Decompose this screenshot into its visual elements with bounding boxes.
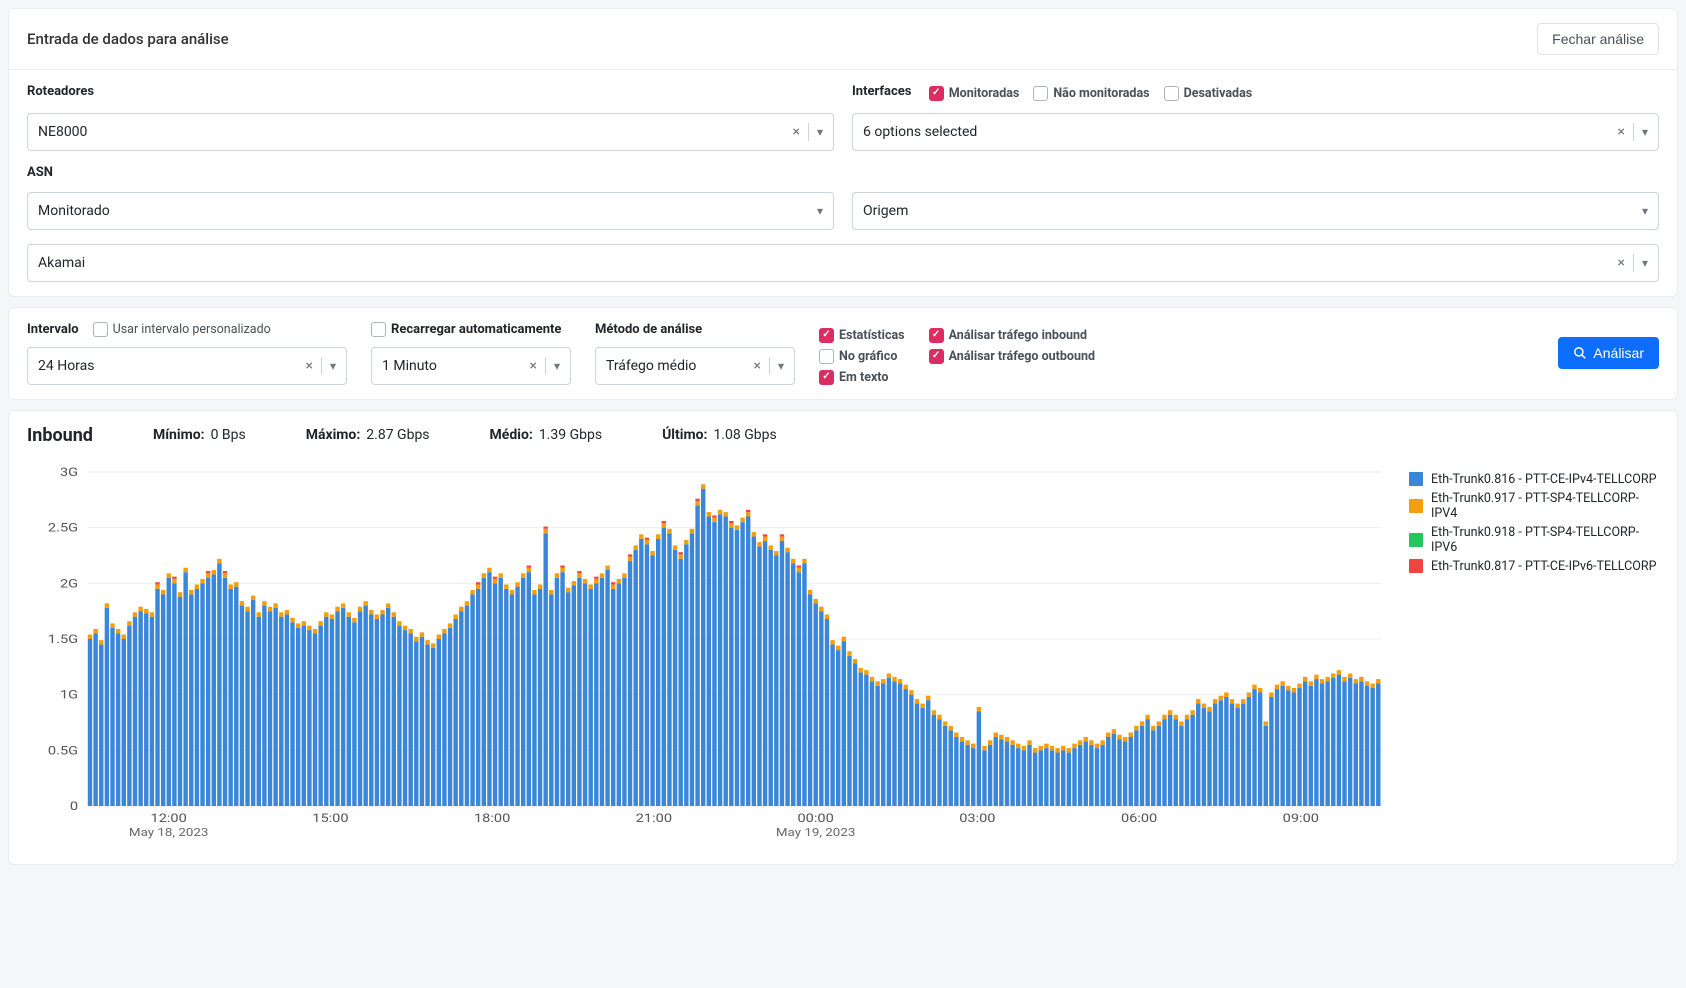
legend-swatch — [1409, 499, 1423, 513]
reload-select[interactable]: 1 Minuto × ▾ — [371, 347, 571, 385]
legend-item[interactable]: Eth-Trunk0.817 - PTT-CE-IPv6-TELLCORP — [1409, 559, 1659, 574]
interfaces-select[interactable]: 6 options selected × ▾ — [852, 113, 1659, 151]
metodo-select[interactable]: Tráfego médio × ▾ — [595, 347, 795, 385]
chart-stats: Inbound Mínimo:0 Bps Máximo:2.87 Gbps Mé… — [9, 411, 1677, 452]
clear-icon[interactable]: × — [753, 358, 760, 374]
svg-text:06:00: 06:00 — [1121, 812, 1157, 825]
chevron-down-icon: ▾ — [1642, 204, 1648, 218]
clear-icon[interactable]: × — [1617, 255, 1624, 271]
svg-text:2G: 2G — [60, 577, 78, 590]
stat-min: Mínimo:0 Bps — [153, 427, 246, 443]
legend-swatch — [1409, 472, 1423, 486]
check-monitoradas[interactable]: Monitoradas — [929, 86, 1020, 101]
chart-card: Inbound Mínimo:0 Bps Máximo:2.87 Gbps Mé… — [8, 410, 1678, 865]
chart-legend: Eth-Trunk0.816 - PTT-CE-IPv4-TELLCORP Eth… — [1409, 466, 1659, 846]
asn-origem-select[interactable]: Origem ▾ — [852, 192, 1659, 230]
asn-provider-select[interactable]: Akamai × ▾ — [27, 244, 1659, 282]
check-estatisticas[interactable]: Estatísticas — [819, 328, 905, 343]
chevron-down-icon: ▾ — [554, 359, 560, 373]
intervalo-select[interactable]: 24 Horas × ▾ — [27, 347, 347, 385]
roteadores-label: Roteadores — [27, 84, 834, 99]
stat-avg: Médio:1.39 Gbps — [490, 427, 603, 443]
stat-last: Último:1.08 Gbps — [662, 427, 777, 443]
check-outbound[interactable]: Análisar tráfego outbound — [929, 349, 1095, 364]
svg-text:0.5G: 0.5G — [48, 744, 78, 757]
filters-title: Entrada de dados para análise — [27, 30, 229, 48]
svg-text:May 18, 2023: May 18, 2023 — [129, 826, 209, 839]
chart-plot: 0 0.5G 1G 1.5G 2G 2.5G 3G 12:00 15:00 18:00 21:00 0… — [27, 466, 1389, 846]
stat-max: Máximo:2.87 Gbps — [306, 427, 430, 443]
analyze-button[interactable]: Análisar — [1558, 337, 1659, 369]
legend-label: Eth-Trunk0.816 - PTT-CE-IPv4-TELLCORP — [1431, 472, 1656, 487]
filters-card: Entrada de dados para análise Fechar aná… — [8, 8, 1678, 297]
check-desativadas[interactable]: Desativadas — [1164, 86, 1253, 101]
filters-header: Entrada de dados para análise Fechar aná… — [9, 9, 1677, 70]
clear-icon[interactable]: × — [529, 358, 536, 374]
metodo-label: Método de análise — [595, 322, 702, 337]
svg-text:3G: 3G — [60, 466, 78, 479]
chevron-down-icon: ▾ — [1642, 256, 1648, 270]
check-nao-monitoradas[interactable]: Não monitoradas — [1033, 86, 1149, 101]
svg-text:15:00: 15:00 — [312, 812, 348, 825]
intervalo-label: Intervalo — [27, 322, 79, 337]
check-intervalo-custom[interactable]: Usar intervalo personalizado — [93, 322, 271, 337]
legend-item[interactable]: Eth-Trunk0.917 - PTT-SP4-TELLCORP-IPV4 — [1409, 491, 1659, 521]
svg-text:1G: 1G — [60, 688, 78, 701]
legend-item[interactable]: Eth-Trunk0.918 - PTT-SP4-TELLCORP-IPV6 — [1409, 525, 1659, 555]
check-texto[interactable]: Em texto — [819, 370, 905, 385]
options-card: Intervalo Usar intervalo personalizado 2… — [8, 307, 1678, 400]
direction-checks: Análisar tráfego inbound Análisar tráfeg… — [929, 322, 1095, 364]
svg-text:0: 0 — [70, 800, 78, 813]
chevron-down-icon: ▾ — [778, 359, 784, 373]
chevron-down-icon: ▾ — [817, 204, 823, 218]
svg-text:2.5G: 2.5G — [48, 521, 78, 534]
legend-label: Eth-Trunk0.917 - PTT-SP4-TELLCORP-IPV4 — [1431, 491, 1659, 521]
chevron-down-icon: ▾ — [1642, 125, 1648, 139]
close-analysis-button[interactable]: Fechar análise — [1537, 23, 1659, 55]
asn-monitor-select[interactable]: Monitorado ▾ — [27, 192, 834, 230]
check-inbound[interactable]: Análisar tráfego inbound — [929, 328, 1095, 343]
clear-icon[interactable]: × — [305, 358, 312, 374]
svg-text:21:00: 21:00 — [636, 812, 672, 825]
check-reload[interactable]: Recarregar automaticamente — [371, 322, 561, 337]
roteadores-select[interactable]: NE8000 × ▾ — [27, 113, 834, 151]
svg-text:00:00: 00:00 — [797, 812, 833, 825]
svg-text:18:00: 18:00 — [474, 812, 510, 825]
svg-text:1.5G: 1.5G — [48, 633, 78, 646]
svg-text:12:00: 12:00 — [151, 812, 187, 825]
chart-title: Inbound — [27, 425, 93, 446]
svg-text:03:00: 03:00 — [959, 812, 995, 825]
legend-label: Eth-Trunk0.918 - PTT-SP4-TELLCORP-IPV6 — [1431, 525, 1659, 555]
svg-text:09:00: 09:00 — [1283, 812, 1319, 825]
clear-icon[interactable]: × — [792, 124, 799, 140]
svg-text:May 19, 2023: May 19, 2023 — [776, 826, 856, 839]
display-checks: Estatísticas No gráfico Em texto — [819, 322, 905, 385]
chevron-down-icon: ▾ — [330, 359, 336, 373]
legend-swatch — [1409, 559, 1423, 573]
legend-item[interactable]: Eth-Trunk0.816 - PTT-CE-IPv4-TELLCORP — [1409, 472, 1659, 487]
search-icon — [1573, 346, 1587, 360]
check-grafico[interactable]: No gráfico — [819, 349, 905, 364]
legend-swatch — [1409, 533, 1423, 547]
legend-label: Eth-Trunk0.817 - PTT-CE-IPv6-TELLCORP — [1431, 559, 1656, 574]
interfaces-label: Interfaces Monitoradas Não monitoradas D… — [852, 84, 1659, 101]
asn-label: ASN — [27, 165, 834, 180]
chevron-down-icon: ▾ — [817, 125, 823, 139]
clear-icon[interactable]: × — [1617, 124, 1624, 140]
